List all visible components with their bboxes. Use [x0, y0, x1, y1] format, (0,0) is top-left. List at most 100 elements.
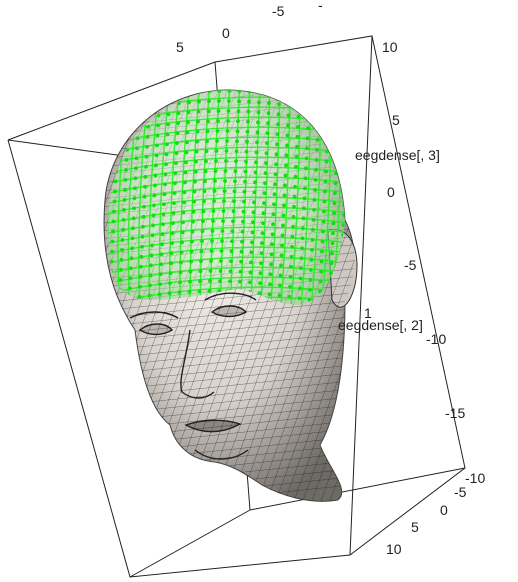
electrode-point — [226, 109, 231, 113]
electrode-point — [157, 292, 162, 297]
electrode-point — [202, 199, 206, 204]
electrode-point — [336, 121, 341, 126]
electrode-point — [98, 301, 102, 305]
mesh-line — [241, 90, 355, 502]
electrode-point — [348, 103, 352, 107]
electrode-point — [200, 239, 204, 244]
electrode-point — [139, 254, 144, 259]
electrode-point — [244, 159, 248, 164]
mesh-line — [90, 58, 380, 88]
electrode-point — [155, 143, 159, 148]
electrode-point — [257, 291, 262, 296]
electrode-point — [174, 161, 178, 166]
electrode-point — [181, 220, 185, 225]
electrode-point — [215, 139, 219, 143]
electrode-point — [177, 91, 182, 96]
electrode-point — [185, 130, 190, 135]
electrode-point — [250, 240, 254, 245]
electrode-point — [254, 150, 259, 155]
electrode-point — [123, 177, 128, 182]
electrode-point — [143, 184, 147, 189]
electrode-point — [142, 194, 147, 199]
electrode-point — [93, 193, 97, 197]
electrode-point — [301, 216, 306, 221]
electrode-point — [123, 187, 127, 192]
electrode-point — [337, 111, 341, 116]
electrode-point — [255, 140, 259, 145]
electrode-point — [274, 162, 278, 167]
electrode-point — [132, 206, 136, 211]
electrode-point — [98, 93, 102, 97]
y-tick-label: 0 — [440, 502, 448, 518]
electrode-point — [265, 131, 270, 136]
electrode-point — [162, 202, 166, 207]
electrode-point — [176, 111, 181, 116]
electrode-point — [344, 173, 345, 177]
electrode-point — [151, 213, 156, 218]
electrode-point — [335, 141, 340, 146]
mesh-line — [0, 80, 51, 520]
electrode-point — [127, 107, 131, 112]
electrode-point — [121, 227, 125, 232]
electrode-point — [223, 169, 228, 173]
electrode-point — [275, 142, 279, 147]
electrode-point — [273, 182, 277, 187]
electrode-point — [98, 291, 102, 295]
electrode-point — [324, 169, 328, 174]
electrode-point — [290, 244, 294, 249]
mesh-line — [395, 80, 518, 520]
electrode-point — [184, 160, 188, 165]
electrode-point — [158, 272, 163, 277]
electrode-point — [170, 231, 175, 236]
mesh-line — [277, 90, 355, 502]
electrode-point — [131, 216, 136, 221]
electrode-point — [168, 82, 172, 86]
electrode-point — [193, 179, 197, 184]
mesh-line — [104, 313, 355, 345]
electrode-point — [175, 131, 180, 136]
electrode-point — [97, 113, 101, 117]
electrode-point — [192, 199, 196, 204]
electrode-point — [325, 149, 329, 154]
z-tick-label: -5 — [404, 257, 417, 273]
electrode-point — [234, 159, 238, 164]
electrode-point — [147, 94, 152, 99]
electrode-point — [134, 156, 139, 161]
electrode-point — [188, 80, 192, 84]
electrode-point — [332, 211, 336, 216]
mesh-line — [104, 90, 151, 502]
electrode-point — [299, 266, 303, 271]
electrode-point — [89, 273, 93, 277]
electrode-point — [203, 169, 208, 174]
electrode-point — [124, 157, 129, 162]
electrode-point — [289, 254, 294, 259]
electrode-point — [132, 196, 137, 201]
electrode-point — [317, 107, 321, 112]
electrode-point — [348, 93, 352, 97]
electrode-point — [263, 181, 267, 186]
electrode-meridian — [249, 90, 261, 305]
electrode-point — [333, 191, 337, 196]
z-tick-label: -10 — [426, 331, 446, 347]
electrode-meridian — [269, 90, 281, 305]
electrode-point — [119, 267, 123, 272]
electrode-point — [90, 253, 94, 257]
electrode-point — [153, 173, 158, 178]
electrode-point — [314, 167, 318, 172]
electrode-point — [282, 193, 287, 198]
mesh-line — [331, 90, 355, 502]
electrode-point — [314, 157, 319, 162]
electrode-point — [331, 221, 336, 226]
electrode-point — [322, 209, 326, 214]
electrode-point — [342, 213, 345, 217]
electrode-point — [221, 209, 226, 213]
electrode-point — [297, 296, 302, 301]
electrode-point — [244, 149, 249, 154]
electrode-point — [188, 279, 192, 284]
electrode-point — [112, 199, 117, 204]
electrode-point — [157, 103, 161, 108]
electrode-point — [191, 219, 195, 224]
electrode-point — [330, 241, 335, 246]
electrode-point — [296, 114, 301, 119]
electrode-point — [166, 122, 170, 127]
